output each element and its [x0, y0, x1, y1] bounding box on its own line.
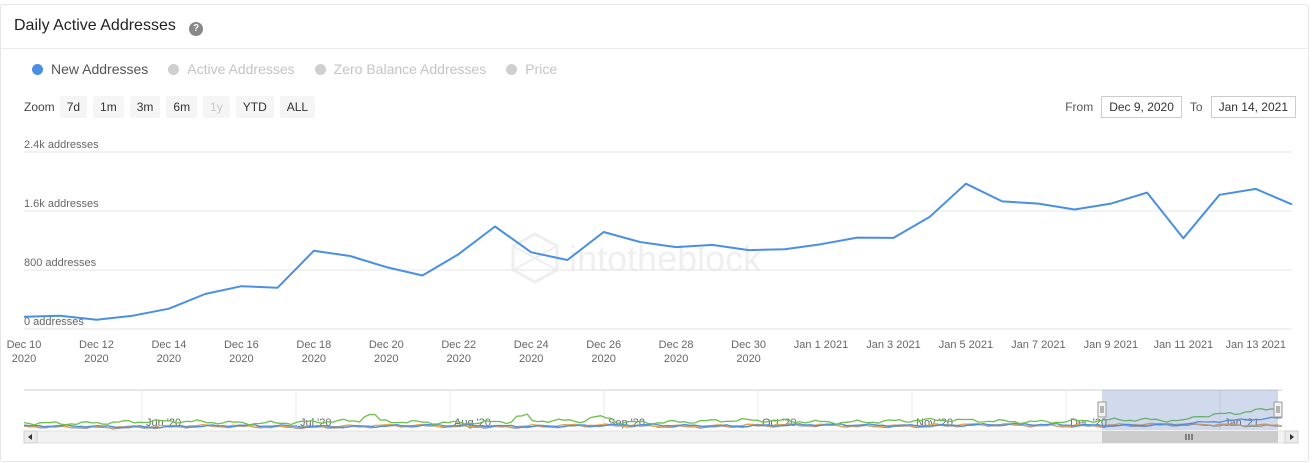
question-circle-icon[interactable]: ? [189, 22, 203, 36]
arrow-right-icon [1290, 434, 1294, 440]
y-tick-label: 800 addresses [24, 257, 97, 269]
x-tick-label: Dec 22 [441, 339, 476, 351]
watermark-text: intotheblock [569, 238, 762, 279]
x-tick-label: Dec 12 [79, 339, 114, 351]
to-label: To [1189, 100, 1203, 114]
card-header: Daily Active Addresses ? [1, 5, 1308, 49]
y-tick-label: 0 addresses [24, 316, 84, 328]
zoom-button-all[interactable]: ALL [279, 96, 316, 118]
x-tick-label: Jan 11 2021 [1153, 339, 1213, 351]
x-tick-label: Jan 1 2021 [794, 339, 848, 351]
x-tick-label: Dec 18 [296, 339, 331, 351]
watermark-logo-stroke [512, 245, 558, 271]
zoom-button-6m[interactable]: 6m [166, 96, 198, 118]
x-tick-label: Jan 5 2021 [939, 339, 993, 351]
x-tick-label: Dec 14 [151, 339, 186, 351]
navigator-left-handle[interactable] [1097, 401, 1107, 418]
legend-dot-icon [314, 63, 326, 75]
navigator-series-green [23, 407, 1283, 426]
legend-dot-icon [32, 63, 43, 75]
watermark-logo-icon [511, 232, 559, 284]
scrollbar-thumb[interactable] [1102, 431, 1278, 443]
x-tick-label: Dec 16 [224, 339, 259, 351]
series-line-new-addresses [23, 182, 1293, 321]
x-tick-label: Dec 20 [369, 339, 404, 351]
legend-item-new-addresses[interactable]: New Addresses [32, 61, 148, 77]
x-tick-label: Jan 9 2021 [1084, 339, 1138, 351]
x-tick-label-year: 2020 [664, 353, 688, 365]
arrow-left-icon [28, 434, 32, 440]
x-tick-label: Dec 28 [659, 339, 694, 351]
zoom-label: Zoom [24, 100, 55, 114]
legend-item-price[interactable]: Price [506, 61, 557, 77]
chart-legend: New Addresses Active Addresses Zero Balanc… [32, 61, 577, 77]
x-tick-label-year: 2020 [157, 353, 181, 365]
page-title: Daily Active Addresses [14, 17, 176, 34]
legend-item-active-addresses[interactable]: Active Addresses [168, 61, 295, 77]
zoom-button-ytd[interactable]: YTD [235, 96, 274, 118]
x-tick-label-year: 2020 [519, 353, 543, 365]
from-date-input[interactable]: Dec 9, 2020 [1101, 96, 1182, 118]
zoom-button-7d[interactable]: 7d [59, 96, 88, 118]
legend-dot-icon [506, 63, 518, 75]
x-tick-label-year: 2020 [12, 353, 36, 365]
x-tick-label-year: 2020 [591, 353, 615, 365]
legend-dot-icon [168, 63, 180, 75]
watermark-logo-stroke [512, 245, 558, 271]
date-range: From Dec 9, 2020 To Jan 14, 2021 [1065, 96, 1296, 118]
x-tick-label: Jan 3 2021 [866, 339, 920, 351]
to-date-input[interactable]: Jan 14, 2021 [1210, 96, 1296, 118]
legend-label: Price [525, 61, 558, 77]
navigator-selection [1102, 390, 1278, 430]
x-tick-label-year: 2020 [374, 353, 398, 365]
zoom-controls: Zoom 7d 1m 3m 6m 1y YTD ALL [24, 96, 321, 118]
from-label: From [1065, 100, 1094, 114]
legend-label: New Addresses [51, 61, 149, 77]
x-tick-label-year: 2020 [736, 353, 760, 365]
x-tick-label: Dec 26 [586, 339, 621, 351]
legend-label: Active Addresses [187, 61, 295, 77]
x-tick-label: Jan 7 2021 [1011, 339, 1065, 351]
zoom-button-1m[interactable]: 1m [93, 96, 124, 118]
x-tick-label-year: 2020 [229, 353, 253, 365]
legend-label: Zero Balance Addresses [333, 61, 487, 77]
zoom-button-3m[interactable]: 3m [129, 96, 161, 118]
x-tick-label-year: 2020 [84, 353, 108, 365]
x-tick-label: Dec 10 [7, 339, 42, 351]
chart-card: Daily Active Addresses ? [0, 4, 1309, 462]
zoom-button-1y[interactable]: 1y [203, 96, 230, 118]
x-tick-label: Jan 13 2021 [1225, 339, 1286, 351]
navigator-label: Oct '20 [762, 417, 797, 429]
x-tick-label-year: 2020 [302, 353, 326, 365]
y-tick-label: 1.6k addresses [24, 198, 99, 210]
legend-item-zero-balance-addresses[interactable]: Zero Balance Addresses [314, 61, 487, 77]
x-tick-label-year: 2020 [447, 353, 471, 365]
x-tick-label: Dec 24 [514, 339, 549, 351]
y-tick-label: 2.4k addresses [24, 139, 99, 151]
x-tick-label: Dec 30 [731, 339, 766, 351]
navigator-right-handle[interactable] [1273, 401, 1283, 418]
